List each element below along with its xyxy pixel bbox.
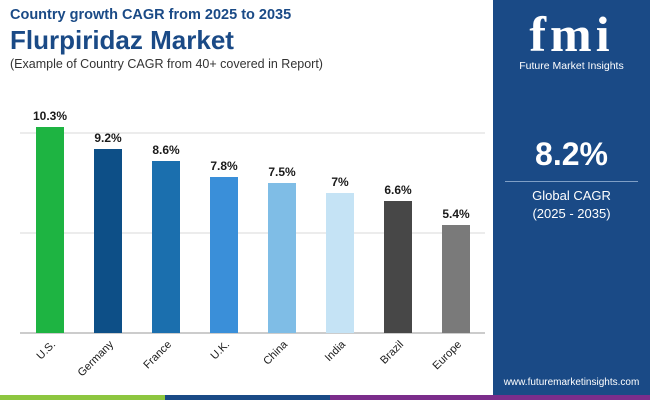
x-tick-label: Europe bbox=[431, 339, 465, 373]
data-label: 5.4% bbox=[442, 207, 470, 221]
bar-u-s bbox=[36, 127, 64, 333]
footer-segment-green bbox=[0, 395, 165, 400]
x-tick-label: Germany bbox=[76, 338, 117, 379]
fmi-logo: fmi Future Market Insights bbox=[493, 8, 650, 73]
data-label: 7.8% bbox=[210, 159, 238, 173]
bar-china bbox=[268, 183, 296, 333]
chart-title: Flurpiridaz Market bbox=[10, 25, 234, 55]
header: Country growth CAGR from 2025 to 2035 Fl… bbox=[10, 6, 323, 72]
bar-chart: 10.3% U.S. 9.2% Germany 8.6% France 7.8% U.K. 7.… bbox=[20, 109, 485, 379]
data-label: 8.6% bbox=[152, 143, 180, 157]
website-link[interactable]: www.futuremarketinsights.com bbox=[503, 377, 640, 388]
global-cagr-value: 8.2% bbox=[535, 136, 608, 172]
bar-germany bbox=[94, 149, 122, 333]
side-panel: fmi Future Market Insights 8.2% Global C… bbox=[493, 0, 650, 400]
data-label: 10.3% bbox=[33, 109, 67, 123]
bar-europe bbox=[442, 225, 470, 333]
divider bbox=[505, 181, 638, 182]
x-tick-label: Brazil bbox=[378, 339, 406, 367]
x-tick-label: France bbox=[141, 339, 174, 372]
bar-brazil bbox=[384, 201, 412, 333]
chart-note: (Example of Country CAGR from 40+ covere… bbox=[10, 57, 323, 71]
bar-india bbox=[326, 193, 354, 333]
x-tick-label: China bbox=[261, 338, 290, 367]
footer-segment-navy bbox=[165, 395, 330, 400]
global-cagr-label: Global CAGR bbox=[532, 188, 611, 203]
global-cagr-period: (2025 - 2035) bbox=[532, 206, 611, 221]
footer-color-bar bbox=[0, 395, 650, 400]
bar-france bbox=[152, 161, 180, 333]
x-tick-label: U.S. bbox=[34, 339, 58, 363]
logo-subtitle: Future Market Insights bbox=[519, 60, 624, 72]
logo-mark: fmi bbox=[529, 6, 614, 62]
data-label: 6.6% bbox=[384, 183, 412, 197]
data-label: 7.5% bbox=[268, 165, 296, 179]
footer-segment-purple bbox=[330, 395, 650, 400]
x-tick-label: U.K. bbox=[208, 339, 232, 363]
x-tick-label: India bbox=[323, 338, 349, 364]
chart-subtitle: Country growth CAGR from 2025 to 2035 bbox=[10, 7, 292, 23]
data-label: 9.2% bbox=[94, 131, 122, 145]
data-label: 7% bbox=[331, 175, 349, 189]
bar-u-k bbox=[210, 177, 238, 333]
